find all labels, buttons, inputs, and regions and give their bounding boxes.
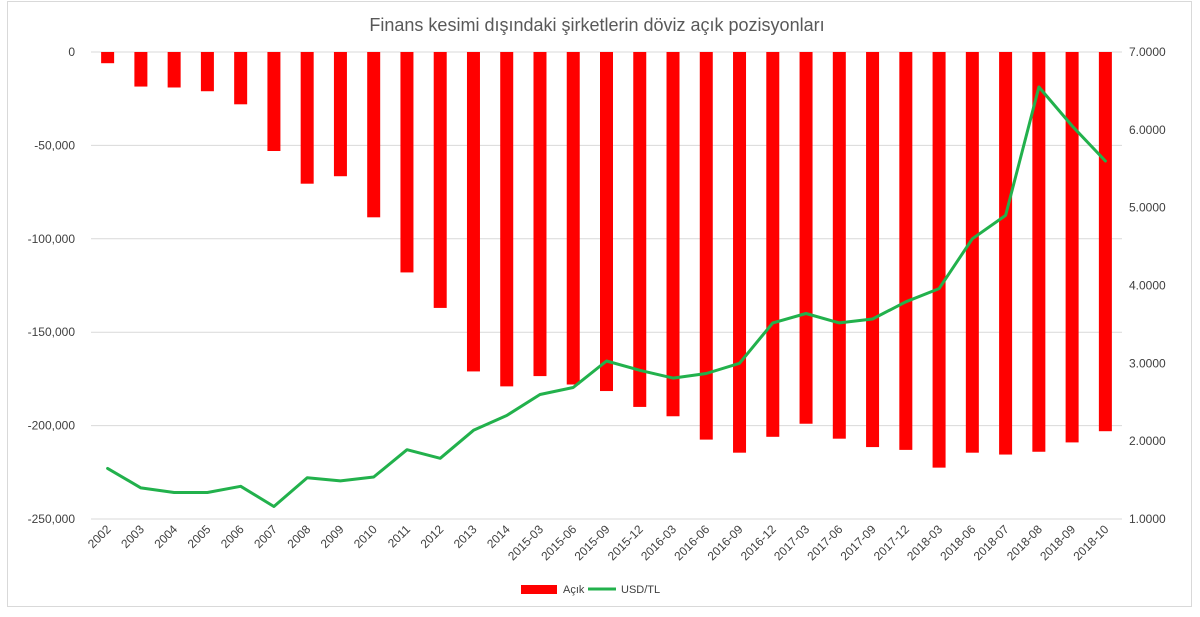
- x-tick-label: 2008: [285, 522, 314, 551]
- bar-2015-09: [600, 52, 613, 392]
- bar-2018-07: [999, 52, 1013, 455]
- bar-series-acik: [101, 52, 1112, 468]
- bar-2017-06: [832, 52, 846, 439]
- bar-2015-06: [566, 52, 580, 385]
- bar-2016-06: [699, 52, 713, 440]
- right-tick-label: 4.0000: [1129, 279, 1166, 293]
- x-tick-label: 2017-12: [871, 522, 912, 563]
- bar-2016-03: [666, 52, 680, 417]
- bar-2011: [400, 52, 414, 273]
- x-tick-label: 2005: [185, 522, 214, 551]
- chart-frame: [7, 1, 1192, 607]
- bar-2012: [433, 52, 447, 308]
- bar-2015-03: [533, 52, 547, 377]
- x-tick-label: 2007: [251, 522, 280, 551]
- x-tick-label: 2018-03: [904, 522, 945, 563]
- x-tick-label: 2017-03: [771, 522, 812, 563]
- bar-2016-12: [766, 52, 780, 437]
- left-tick-label: 0: [68, 45, 75, 59]
- bar-2018-09: [1065, 52, 1079, 443]
- x-tick-label: 2016-09: [705, 522, 746, 563]
- bar-2018-10: [1098, 52, 1112, 432]
- x-tick-label: 2004: [151, 522, 180, 551]
- right-tick-label: 2.0000: [1129, 434, 1166, 448]
- x-tick-label: 2012: [418, 522, 447, 551]
- x-tick-label: 2013: [451, 522, 480, 551]
- x-tick-label: 2015-06: [538, 522, 579, 563]
- bar-2018-03: [932, 52, 946, 468]
- x-tick-label: 2003: [118, 522, 147, 551]
- bar-2007: [267, 52, 281, 152]
- gridlines: [91, 51, 1122, 520]
- x-tick-label: 2006: [218, 522, 247, 551]
- right-axis: 7.0000 6.0000 5.0000 4.0000 3.0000 2.0000 1.00…: [1129, 45, 1166, 526]
- left-tick-label: -150,000: [28, 325, 76, 339]
- legend-label-usdtl: USD/TL: [621, 584, 660, 596]
- x-tick-label: 2016-03: [638, 522, 679, 563]
- left-tick-label: -200,000: [28, 419, 76, 433]
- bar-2006: [234, 52, 248, 105]
- bar-2017-12: [899, 52, 913, 450]
- bar-2008: [300, 52, 314, 184]
- chart-title: Finans kesimi dışındaki şirketlerin dövi…: [369, 15, 824, 35]
- usdtl-line: [106, 85, 1107, 508]
- x-tick-label: 2018-09: [1037, 522, 1078, 563]
- bar-2014: [500, 52, 514, 387]
- bar-2005: [200, 52, 214, 92]
- bar-2010: [367, 52, 381, 218]
- legend: Açık USD/TL: [521, 584, 660, 596]
- bar-2017-03: [799, 52, 813, 424]
- right-tick-label: 7.0000: [1129, 45, 1166, 59]
- x-tick-label: 2018-06: [937, 522, 978, 563]
- x-tick-label: 2018-08: [1004, 522, 1045, 563]
- x-tick-label: 2010: [351, 522, 380, 551]
- left-tick-label: -100,000: [28, 232, 76, 246]
- x-tick-label: 2016-12: [738, 522, 779, 563]
- right-tick-label: 5.0000: [1129, 201, 1166, 215]
- bar-2018-06: [965, 52, 979, 453]
- bar-2003: [134, 52, 148, 87]
- x-tick-label: 2002: [85, 522, 114, 551]
- x-axis: 2002 2003 2004 2005 2006 2007 2008 2009 2010 2011…: [85, 522, 1112, 563]
- x-tick-label: 2014: [484, 522, 513, 551]
- x-tick-label: 2018-07: [971, 522, 1012, 563]
- bar-2013: [466, 52, 480, 372]
- left-tick-label: -50,000: [34, 138, 75, 152]
- bar-2015-12: [633, 52, 647, 407]
- bar-2016-09: [733, 52, 747, 453]
- x-tick-label: 2015-12: [605, 522, 646, 563]
- x-tick-label: 2016-06: [671, 522, 712, 563]
- x-tick-label: 2017-06: [804, 522, 845, 563]
- bar-2009: [333, 52, 347, 177]
- left-axis: 0 -50,000 -100,000 -150,000 -200,000 -250,000: [28, 45, 76, 526]
- x-tick-label: 2017-09: [838, 522, 879, 563]
- right-tick-label: 6.0000: [1129, 123, 1166, 137]
- bar-2018-08: [1032, 52, 1046, 452]
- legend-label-acik: Açık: [563, 584, 585, 596]
- left-tick-label: -250,000: [28, 512, 76, 526]
- legend-swatch-acik: [521, 585, 557, 594]
- right-tick-label: 1.0000: [1129, 512, 1166, 526]
- x-tick-label: 2015-09: [572, 522, 613, 563]
- bar-2017-09: [866, 52, 880, 448]
- x-tick-label: 2009: [318, 522, 347, 551]
- x-tick-label: 2015-03: [505, 522, 546, 563]
- x-tick-label: 2018-10: [1070, 522, 1111, 563]
- right-tick-label: 3.0000: [1129, 356, 1166, 370]
- bar-2002: [101, 52, 115, 64]
- bar-2004: [167, 52, 181, 88]
- line-series-usdtl: [106, 85, 1107, 508]
- x-tick-label: 2011: [385, 522, 413, 550]
